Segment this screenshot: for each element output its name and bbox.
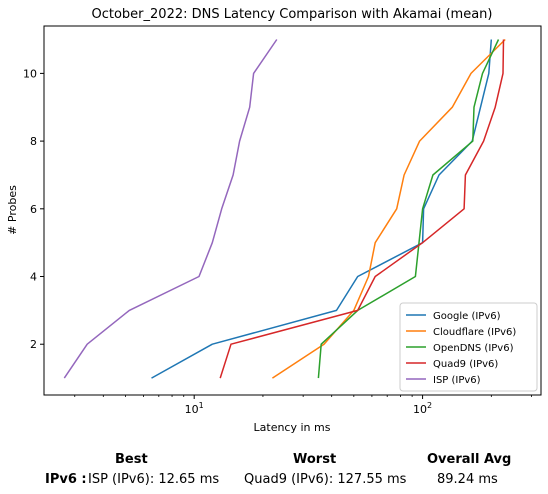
y-axis-label: # Probes (6, 185, 19, 235)
legend-box (399, 302, 538, 392)
series-line-google-ipv6 (151, 39, 493, 379)
legend-label: Cloudflare (IPv6) (433, 327, 516, 338)
y-tick-label: 10 (23, 67, 37, 80)
series-layer (63, 38, 506, 379)
series-line-quad9-ipv6 (219, 39, 505, 379)
x-tick-label: 102 (413, 401, 432, 416)
x-tick-label: 101 (185, 401, 204, 416)
y-tick-label: 8 (30, 135, 37, 148)
y-tick-label: 6 (30, 203, 37, 216)
best-value: ISP (IPv6): 12.65 ms (88, 472, 220, 487)
y-axis: 2 4 6 8 10 (23, 67, 44, 351)
overall-avg-value: 89.24 ms (437, 472, 498, 487)
legend: Google (IPv6) Cloudflare (IPv6) OpenDNS (I… (399, 302, 538, 392)
legend-label: ISP (IPv6) (433, 375, 481, 386)
series-line-cloudflare-ipv6 (271, 38, 506, 379)
worst-header: Worst (293, 452, 337, 467)
worst-value: Quad9 (IPv6): 127.55 ms (244, 472, 407, 487)
x-axis: 101 102 (74, 395, 532, 416)
y-tick-label: 2 (30, 338, 37, 351)
overall-avg-header: Overall Avg (427, 452, 512, 467)
chart-title: October_2022: DNS Latency Comparison wit… (92, 7, 493, 22)
latency-chart: October_2022: DNS Latency Comparison wit… (6, 7, 542, 434)
series-line-opendns-ipv6 (317, 39, 500, 379)
best-header: Best (115, 452, 148, 467)
legend-label: OpenDNS (IPv6) (433, 343, 514, 354)
y-tick-label: 4 (30, 271, 37, 284)
x-axis-label: Latency in ms (254, 421, 331, 434)
series-line-isp-ipv6 (63, 39, 278, 379)
ipv6-row-label: IPv6 : (45, 472, 87, 487)
legend-label: Google (IPv6) (433, 311, 501, 322)
legend-label: Quad9 (IPv6) (433, 359, 498, 370)
plot-frame (43, 25, 542, 396)
